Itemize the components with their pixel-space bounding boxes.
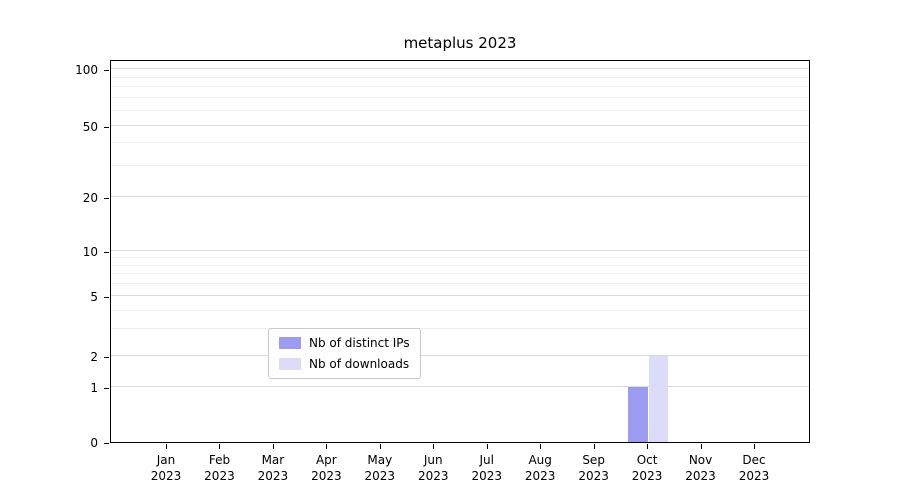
x-tick-mark [700, 444, 702, 449]
x-tick-label: Feb 2023 [204, 453, 235, 483]
y-tick-label: 1 [90, 381, 98, 395]
x-tick-label: Jul 2023 [471, 453, 502, 483]
x-tick-mark [433, 444, 435, 449]
bar-distinct-ips [628, 387, 648, 442]
y-tick-label: 5 [90, 290, 98, 304]
x-tick-label: Apr 2023 [311, 453, 342, 483]
legend-label-distinct-ips: Nb of distinct IPs [309, 336, 410, 350]
x-tick-mark [219, 444, 221, 449]
y-tick-label: 20 [82, 190, 98, 205]
x-tick-mark [647, 444, 649, 449]
x-tick-label: Jun 2023 [417, 453, 449, 483]
plot-area [110, 60, 810, 443]
y-tick-label: 2 [90, 349, 98, 364]
major-gridline [111, 386, 809, 388]
y-tick-mark [104, 443, 109, 444]
y-tick-mark [104, 197, 109, 199]
x-tick-label: Mar 2023 [257, 453, 289, 483]
major-gridline [111, 250, 809, 251]
x-tick-label: Dec 2023 [738, 453, 770, 483]
legend-swatch-distinct-ips [279, 337, 301, 349]
x-tick-mark [379, 444, 381, 449]
minor-gridline [111, 264, 809, 266]
major-gridline [111, 68, 809, 69]
legend-swatch-downloads [279, 358, 301, 370]
x-tick-label: May 2023 [364, 453, 396, 483]
y-tick-label: 10 [82, 244, 98, 259]
x-tick-label: Oct 2023 [631, 453, 663, 483]
y-tick-label: 50 [82, 119, 98, 134]
y-tick-mark [104, 69, 109, 71]
minor-gridline [111, 97, 809, 99]
x-tick-label: Aug 2023 [524, 453, 556, 483]
minor-gridline [111, 86, 809, 88]
x-tick-mark [486, 444, 488, 449]
legend-label-downloads: Nb of downloads [309, 357, 410, 371]
x-tick-mark [593, 444, 595, 449]
x-tick-mark [272, 444, 274, 449]
bar-downloads [648, 355, 669, 442]
x-tick-label: Jan 2023 [150, 453, 182, 483]
major-gridline [111, 354, 809, 356]
major-gridline [111, 295, 809, 297]
y-tick-mark [104, 388, 109, 389]
y-tick-mark [104, 297, 109, 298]
y-tick-label: 0 [90, 436, 98, 450]
minor-gridline [111, 110, 809, 111]
minor-gridline [111, 309, 809, 311]
legend: Nb of distinct IPs Nb of downloads [268, 328, 421, 379]
major-gridline [111, 196, 809, 197]
x-tick-mark [326, 444, 328, 449]
y-tick-mark [104, 126, 109, 128]
x-tick-label: Nov 2023 [685, 453, 716, 483]
minor-gridline [111, 142, 809, 144]
minor-gridline [111, 76, 809, 78]
x-tick-mark [166, 444, 167, 449]
x-tick-mark [540, 444, 542, 449]
y-tick-mark [104, 251, 109, 253]
legend-entry-downloads: Nb of downloads [279, 357, 410, 371]
chart-title: metaplus 2023 [403, 34, 517, 52]
major-gridline [111, 125, 809, 126]
minor-gridline [111, 328, 809, 330]
legend-entry-distinct-ips: Nb of distinct IPs [279, 336, 410, 350]
minor-gridline [111, 256, 809, 258]
y-tick-mark [104, 356, 109, 358]
minor-gridline [111, 283, 809, 285]
minor-gridline [111, 273, 809, 275]
x-tick-mark [754, 444, 755, 449]
y-tick-label: 100 [75, 62, 98, 77]
x-tick-label: Sep 2023 [578, 453, 609, 483]
minor-gridline [111, 164, 809, 166]
